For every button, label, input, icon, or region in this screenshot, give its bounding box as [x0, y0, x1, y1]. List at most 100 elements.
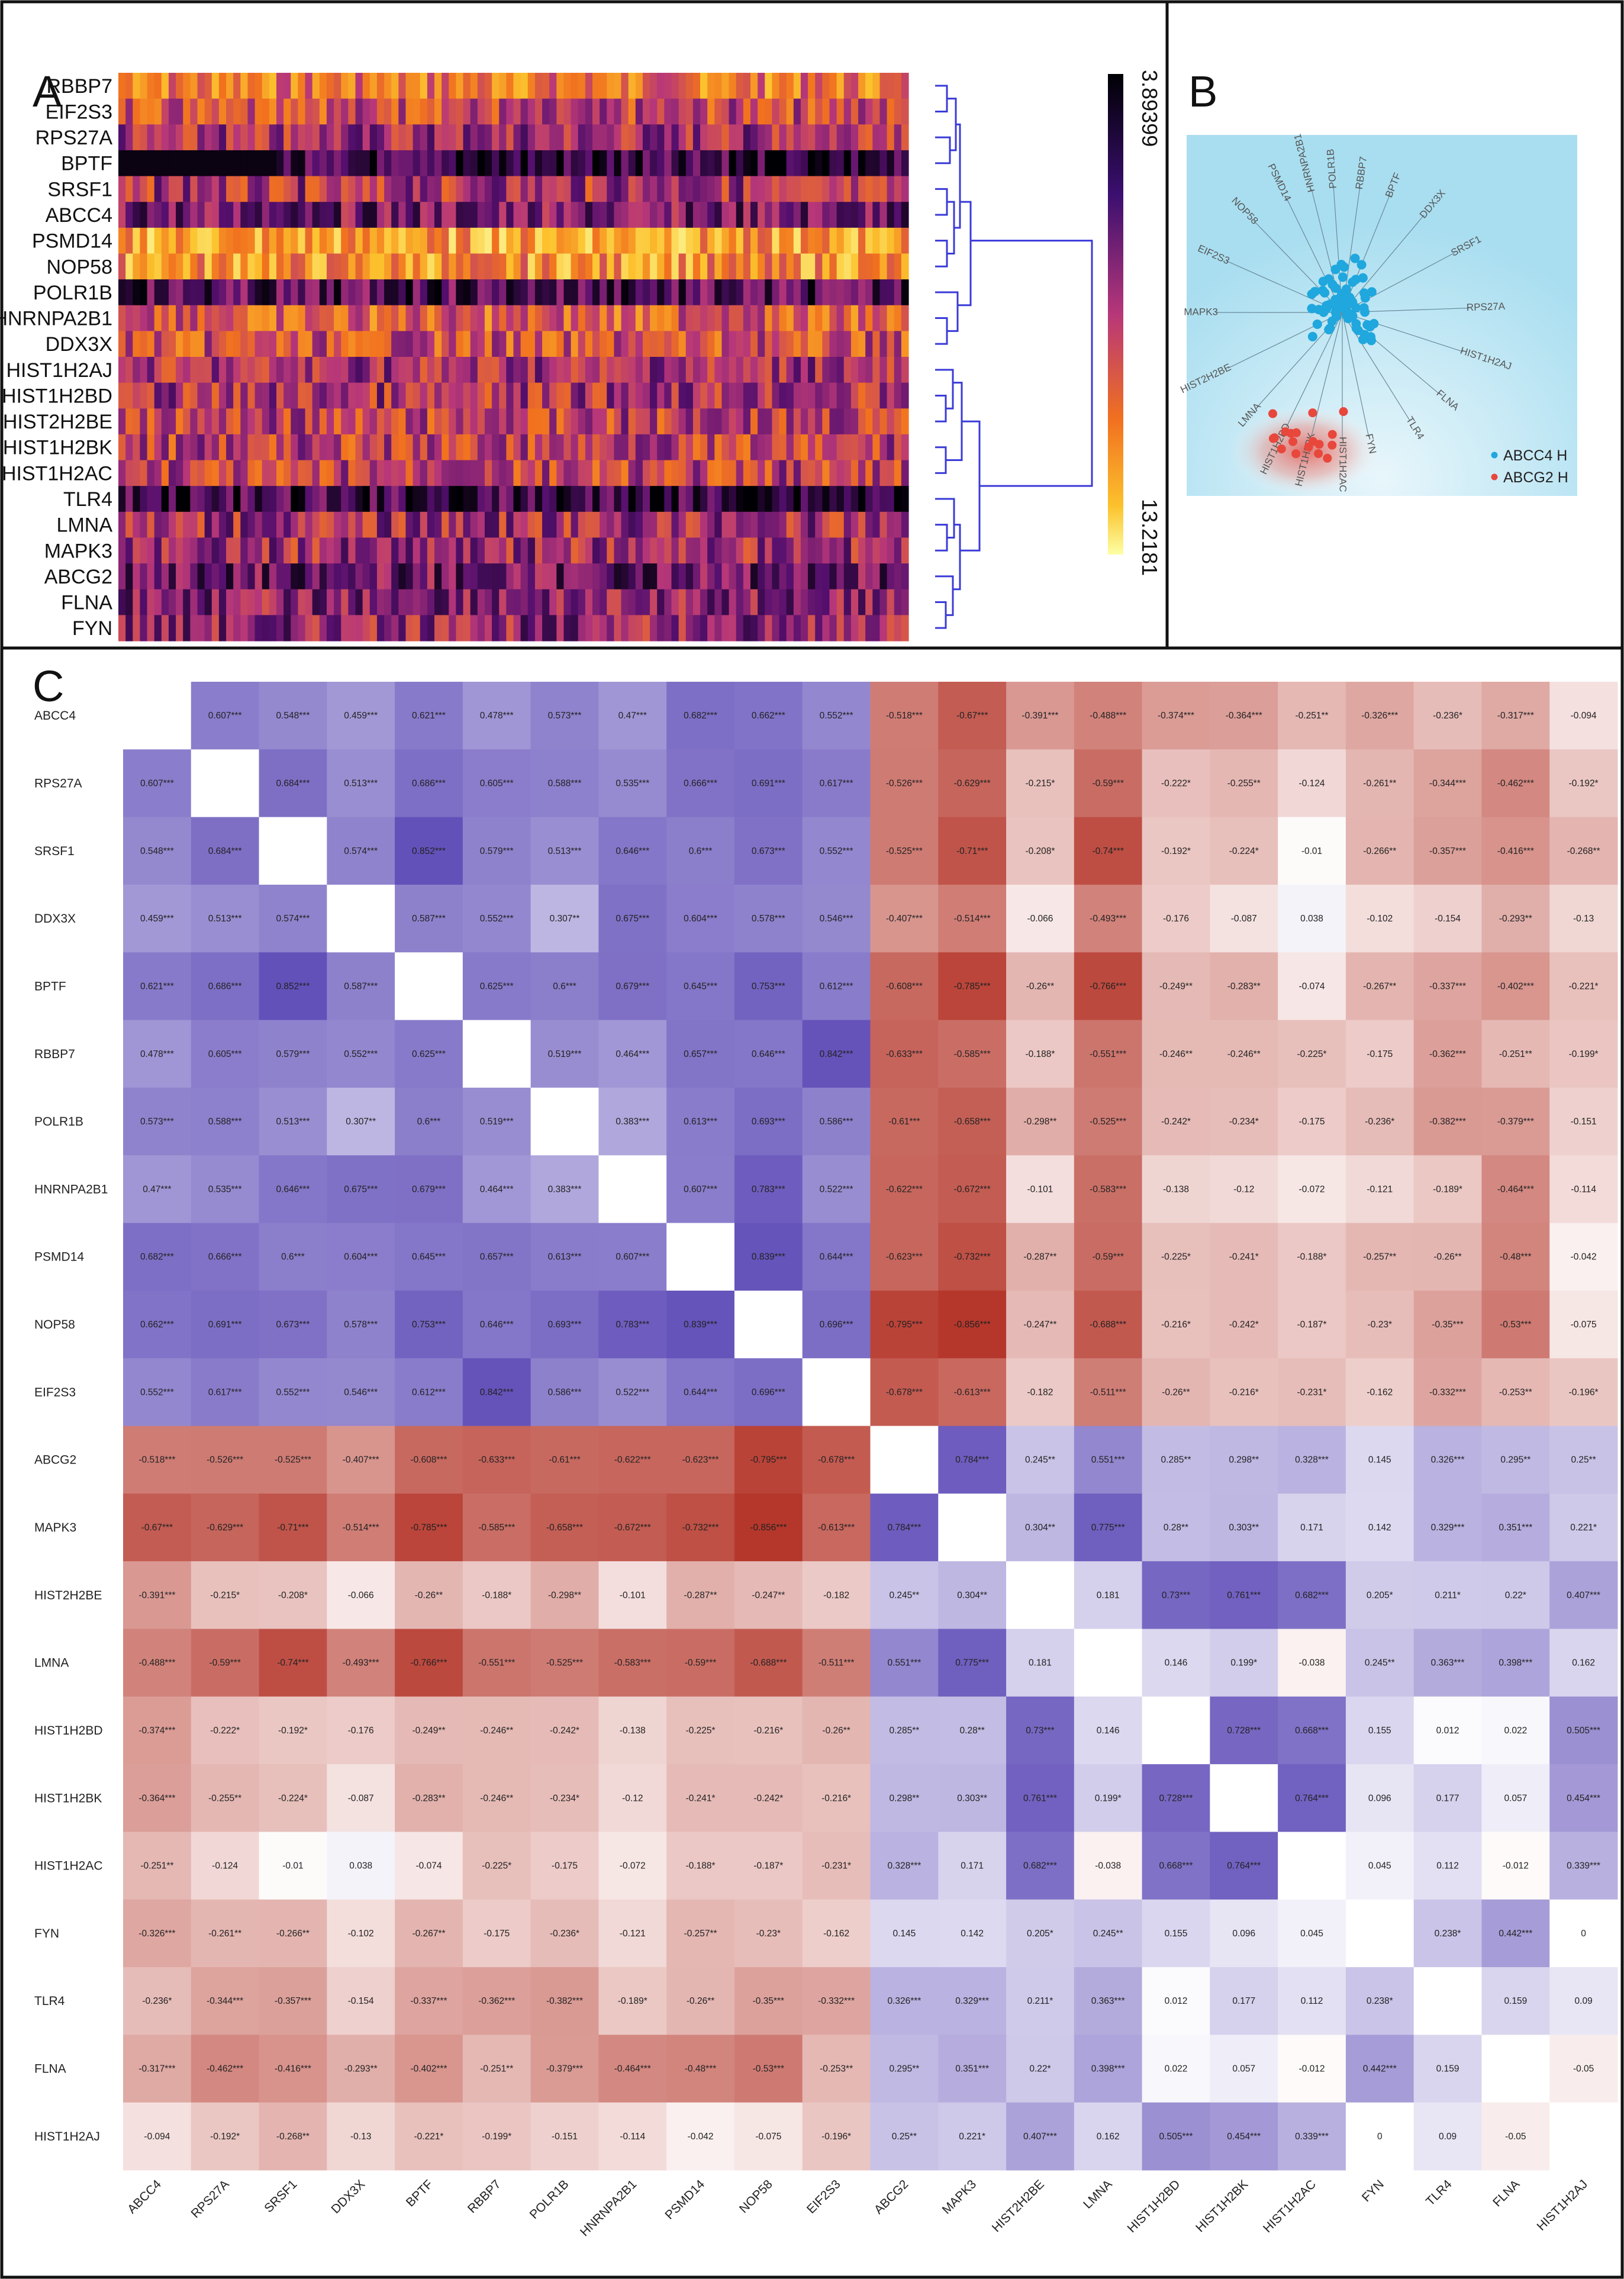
heatmap-cell [240, 589, 249, 615]
heatmap-cell [499, 382, 507, 409]
heatmap-cell [779, 486, 787, 512]
heatmap-cell [147, 305, 155, 331]
heatmap-cell [527, 227, 536, 254]
heatmap-cell [650, 124, 658, 151]
abcc4-point [1338, 272, 1348, 282]
heatmap-cell [348, 511, 356, 539]
correlation-value: -0.658*** [546, 1523, 583, 1533]
heatmap-cell [850, 382, 859, 409]
heatmap-cell [793, 460, 801, 486]
correlation-value: -0.042 [1571, 1252, 1597, 1262]
heatmap-cell [434, 331, 442, 357]
correlation-value: 0.535*** [208, 1184, 242, 1194]
abcg2-point [1308, 408, 1317, 418]
abcg2-point [1327, 440, 1337, 450]
heatmap-cell [456, 279, 464, 306]
correlation-cell [395, 1020, 463, 1088]
heatmap-cell [843, 511, 852, 539]
heatmap-cell [685, 589, 694, 615]
heatmap-cell [520, 279, 529, 306]
correlation-value: -0.151 [1571, 1117, 1597, 1127]
correlation-cell [1413, 1899, 1482, 1968]
correlation-cell [598, 1561, 667, 1629]
correlation-row-label: HIST1H2BK [34, 1791, 102, 1805]
panel-b-letter: B [1188, 67, 1217, 116]
heatmap-cell [614, 615, 622, 642]
heatmap-cell [887, 331, 895, 357]
heatmap-cell [305, 486, 313, 512]
correlation-value: -0.236* [1433, 711, 1462, 721]
correlation-cell [1142, 884, 1210, 953]
correlation-value: -0.364*** [1226, 711, 1262, 721]
heatmap-cell [664, 537, 672, 564]
heatmap-cell [736, 331, 744, 357]
correlation-cell-diagonal [598, 1155, 667, 1224]
heatmap-cell [355, 615, 363, 642]
heatmap-cell [714, 511, 723, 539]
correlation-value: -0.246** [480, 1793, 513, 1803]
heatmap-cell [176, 253, 183, 280]
correlation-value: 0.607*** [140, 778, 174, 788]
heatmap-cell [398, 486, 407, 512]
heatmap-cell [484, 279, 492, 306]
heatmap-cell [563, 279, 572, 306]
correlation-cell [802, 1493, 871, 1562]
heatmap-cell [542, 460, 550, 486]
heatmap-cell [829, 124, 837, 151]
correlation-cell [734, 1832, 803, 1900]
correlation-value: -0.124 [212, 1861, 238, 1871]
heatmap-cell [865, 434, 873, 461]
heatmap-cell [714, 615, 723, 642]
heatmap-cell [621, 98, 629, 125]
heatmap-cell [204, 227, 212, 254]
heatmap-cell [197, 176, 205, 202]
heatmap-cell [621, 176, 629, 202]
heatmap-cell [614, 150, 622, 177]
correlation-cell [1549, 682, 1618, 750]
heatmap-cell [520, 98, 529, 125]
heatmap-cell [197, 202, 205, 228]
heatmap-cell [894, 537, 902, 564]
heatmap-cell [133, 305, 141, 331]
correlation-value: 0.691*** [752, 778, 785, 788]
correlation-cell [1278, 1764, 1346, 1832]
correlation-value: 0.662*** [752, 711, 785, 721]
correlation-cell [462, 1561, 531, 1629]
heatmap-cell [183, 408, 191, 435]
correlation-cell [870, 1493, 939, 1562]
heatmap-cell [384, 589, 392, 615]
heatmap-cell [420, 73, 428, 99]
heatmap-cell [592, 357, 600, 383]
heatmap-cell [477, 279, 485, 306]
dendrogram-link [935, 85, 948, 112]
heatmap-cell [362, 563, 370, 590]
correlation-cell [395, 2102, 463, 2171]
correlation-cell [259, 2102, 327, 2171]
correlation-column-label: RBBP7 [465, 2177, 504, 2216]
heatmap-cell [578, 98, 586, 125]
heatmap-cell [678, 305, 687, 331]
correlation-value: 0.612*** [412, 1387, 446, 1397]
heatmap-cell [758, 98, 765, 125]
heatmap-cell [176, 150, 183, 177]
heatmap-cell [449, 73, 457, 99]
heatmap-cell [585, 382, 593, 409]
heatmap-cell [534, 511, 543, 539]
correlation-value: -0.525*** [1090, 1117, 1126, 1127]
correlation-value: 0.607*** [208, 711, 242, 721]
heatmap-cell [664, 305, 672, 331]
heatmap-cell [226, 382, 234, 409]
correlation-cell [666, 1561, 735, 1629]
correlation-value: -0.253** [820, 2064, 853, 2074]
heatmap-cell [341, 176, 349, 202]
heatmap-cell [534, 615, 543, 642]
heatmap-cell [484, 615, 492, 642]
heatmap-cell [506, 98, 514, 125]
heatmap-cell [484, 486, 492, 512]
correlation-cell [1413, 884, 1482, 953]
heatmap-cell [621, 511, 629, 539]
correlation-value: -0.268** [276, 2132, 310, 2142]
abcc4-point [1341, 297, 1351, 307]
heatmap-cell [607, 227, 615, 254]
abcc4-point [1358, 334, 1368, 344]
